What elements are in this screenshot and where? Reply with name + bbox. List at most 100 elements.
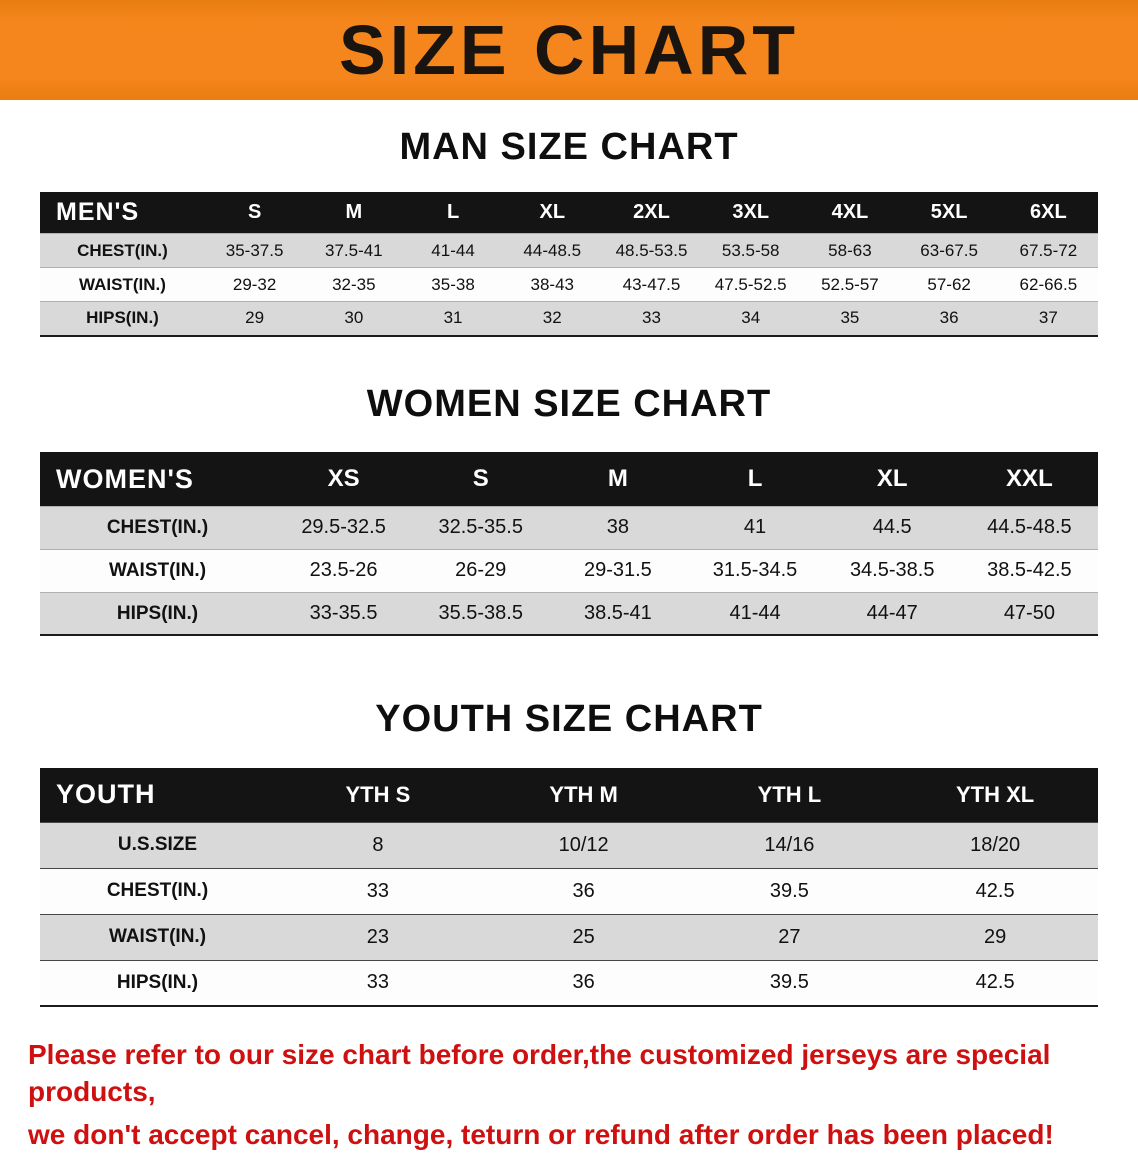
size-value-cell: 42.5 xyxy=(975,971,1015,994)
size-header-cell: YTH M xyxy=(549,781,618,807)
size-value-cell: 8 xyxy=(372,833,384,856)
size-value-cell: 39.5 xyxy=(769,879,809,902)
size-header-cell: 2XL xyxy=(633,200,670,223)
size-value-cell: 29-32 xyxy=(232,274,277,294)
size-header-cell: YTH L xyxy=(757,781,822,807)
size-value-cell: 43-47.5 xyxy=(622,274,681,294)
size-value-cell: 29.5-32.5 xyxy=(301,516,386,539)
size-value-cell: 30 xyxy=(344,308,364,328)
size-value-cell: 23 xyxy=(366,925,389,948)
men-hips-row: HIPS(IN.) 29 30 31 32 33 34 35 36 37 xyxy=(40,301,1098,336)
size-value-cell: 27 xyxy=(778,925,801,948)
size-header-cell: 4XL xyxy=(831,200,869,223)
size-value-cell: 41-44 xyxy=(431,240,475,260)
size-value-cell: 35.5-38.5 xyxy=(438,602,523,625)
size-value-cell: 42.5 xyxy=(975,879,1015,902)
size-value-cell: 44.5-48.5 xyxy=(987,516,1072,539)
size-value-cell: 62-66.5 xyxy=(1019,274,1078,294)
men-table-title-cell: MEN'S xyxy=(56,197,140,226)
size-value-cell: 48.5-53.5 xyxy=(615,240,688,260)
size-value-cell: 33-35.5 xyxy=(309,602,378,625)
size-value-cell: 52.5-57 xyxy=(821,274,879,294)
size-header-cell: L xyxy=(446,200,460,223)
disclaimer: Please refer to our size chart before or… xyxy=(0,1037,1138,1154)
size-value-cell: 57-62 xyxy=(927,274,971,294)
size-value-cell: 29 xyxy=(984,925,1007,948)
row-label-cell: WAIST(IN.) xyxy=(108,559,207,581)
size-header-cell: L xyxy=(747,465,763,493)
size-value-cell: 18/20 xyxy=(970,833,1021,856)
row-label-cell: CHEST(IN.) xyxy=(77,240,168,260)
size-value-cell: 37 xyxy=(1038,308,1058,328)
youth-table-title-cell: YOUTH xyxy=(56,779,156,810)
size-header-cell: YTH XL xyxy=(956,781,1035,807)
size-header-cell: XXL xyxy=(1006,465,1053,493)
size-value-cell: 25 xyxy=(572,925,595,948)
youth-waist-row: WAIST(IN.) 23 25 27 29 xyxy=(40,914,1098,961)
youth-hips-row: HIPS(IN.) 33 36 39.5 42.5 xyxy=(40,960,1098,1007)
youth-size-table: YOUTH YTH S YTH M YTH L YTH XL U.S.SIZE … xyxy=(40,768,1098,1008)
size-value-cell: 23.5-26 xyxy=(309,559,378,582)
size-value-cell: 33 xyxy=(366,971,389,994)
men-size-table: MEN'S S M L XL 2XL 3XL 4XL 5XL 6XL CHEST… xyxy=(40,191,1098,337)
women-hips-row: HIPS(IN.) 33-35.5 35.5-38.5 38.5-41 41-4… xyxy=(40,592,1098,636)
row-label-cell: U.S.SIZE xyxy=(117,834,198,856)
size-header-cell: XS xyxy=(327,465,360,493)
youth-chest-row: CHEST(IN.) 33 36 39.5 42.5 xyxy=(40,868,1098,915)
youth-ussize-row: U.S.SIZE 8 10/12 14/16 18/20 xyxy=(40,822,1098,869)
men-header-row: MEN'S S M L XL 2XL 3XL 4XL 5XL 6XL xyxy=(40,191,1098,234)
size-value-cell: 36 xyxy=(939,308,959,328)
size-header-cell: XL xyxy=(876,465,908,493)
size-value-cell: 35 xyxy=(840,308,860,328)
size-value-cell: 67.5-72 xyxy=(1019,240,1078,260)
size-value-cell: 35-38 xyxy=(431,274,475,294)
women-section: WOMEN SIZE CHART WOMEN'S XS S M L XL XXL… xyxy=(0,383,1138,637)
row-label-cell: CHEST(IN.) xyxy=(106,880,209,902)
women-header-row: WOMEN'S XS S M L XL XXL xyxy=(40,452,1098,507)
row-label-cell: HIPS(IN.) xyxy=(116,971,199,993)
size-value-cell: 32-35 xyxy=(332,274,376,294)
size-value-cell: 14/16 xyxy=(764,833,815,856)
row-label-cell: HIPS(IN.) xyxy=(86,308,159,328)
size-value-cell: 29 xyxy=(245,308,265,328)
men-section-heading: MAN SIZE CHART xyxy=(399,126,739,168)
size-value-cell: 38.5-41 xyxy=(583,602,652,625)
size-value-cell: 41-44 xyxy=(729,602,781,625)
men-waist-row: WAIST(IN.) 29-32 32-35 35-38 38-43 43-47… xyxy=(40,267,1098,302)
men-chest-row: CHEST(IN.) 35-37.5 37.5-41 41-44 44-48.5… xyxy=(40,233,1098,268)
size-header-cell: S xyxy=(472,465,489,493)
women-section-heading: WOMEN SIZE CHART xyxy=(366,382,772,425)
size-value-cell: 38-43 xyxy=(530,274,574,294)
size-value-cell: 47-50 xyxy=(1003,602,1055,625)
size-value-cell: 41 xyxy=(743,516,767,539)
size-value-cell: 32 xyxy=(542,308,562,328)
size-value-cell: 38.5-42.5 xyxy=(987,559,1072,582)
size-value-cell: 37.5-41 xyxy=(324,240,383,260)
size-value-cell: 31 xyxy=(443,308,463,328)
row-label-cell: WAIST(IN.) xyxy=(79,274,166,294)
size-value-cell: 34 xyxy=(741,308,761,328)
row-label-cell: HIPS(IN.) xyxy=(116,602,199,624)
size-value-cell: 63-67.5 xyxy=(920,240,978,260)
size-value-cell: 33 xyxy=(642,308,661,328)
women-table-title-cell: WOMEN'S xyxy=(56,463,194,494)
size-header-cell: 6XL xyxy=(1030,200,1067,223)
size-value-cell: 33 xyxy=(366,879,389,902)
size-chart-banner: SIZE CHART xyxy=(0,0,1138,100)
size-value-cell: 35-37.5 xyxy=(225,240,284,260)
disclaimer-line-2: we don't accept cancel, change, teturn o… xyxy=(28,1118,1054,1150)
row-label-cell: CHEST(IN.) xyxy=(106,516,209,538)
size-header-cell: M xyxy=(607,465,628,493)
women-size-table: WOMEN'S XS S M L XL XXL CHEST(IN.) 29.5-… xyxy=(40,452,1098,637)
women-chest-row: CHEST(IN.) 29.5-32.5 32.5-35.5 38 41 44.… xyxy=(40,506,1098,550)
youth-header-row: YOUTH YTH S YTH M YTH L YTH XL xyxy=(40,768,1098,823)
size-value-cell: 34.5-38.5 xyxy=(849,559,935,582)
size-header-cell: YTH S xyxy=(345,781,411,807)
men-section: MAN SIZE CHART MEN'S S M L XL 2XL 3XL 4X… xyxy=(0,126,1138,337)
size-value-cell: 47.5-52.5 xyxy=(714,274,787,294)
size-header-cell: XL xyxy=(539,200,566,223)
youth-section: YOUTH SIZE CHART YOUTH YTH S YTH M YTH L… xyxy=(0,698,1138,1008)
size-value-cell: 38 xyxy=(606,516,630,539)
size-value-cell: 39.5 xyxy=(769,971,809,994)
